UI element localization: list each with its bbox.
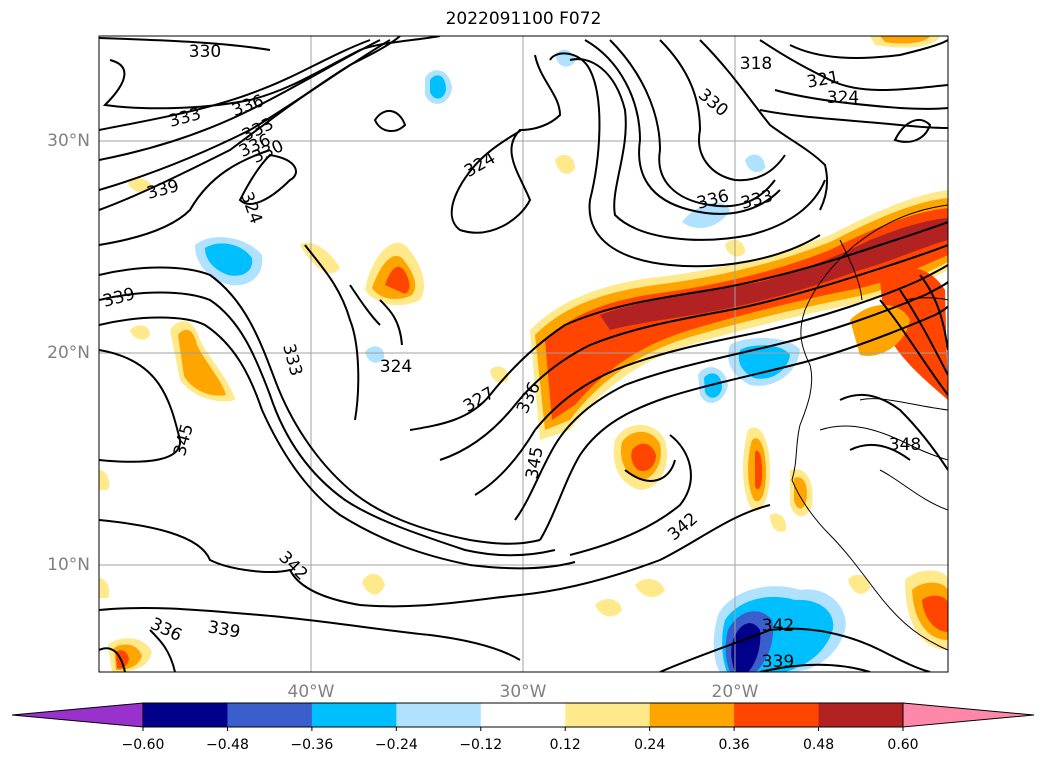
neg-cell-n4 (682, 202, 730, 229)
colorbar-segment (227, 703, 313, 727)
lat-label-10n: 10°N (47, 555, 90, 575)
colorbar-tick-label: 0.48 (802, 737, 835, 753)
colorbar-tick-label: 0.36 (718, 737, 750, 753)
contour-label-339: 339 (206, 617, 241, 642)
colorbar-tick-label: −0.24 (374, 737, 418, 753)
colorbar-tick-label: −0.60 (121, 737, 165, 753)
cell-small-9 (848, 574, 870, 594)
contour-label-342: 342 (274, 547, 311, 584)
plot-frame (98, 35, 949, 673)
neg-cell-south-core2 (731, 623, 761, 672)
colorbar-extend-low (11, 702, 144, 728)
colorbar-segment (565, 703, 651, 727)
contour-label-318: 318 (740, 54, 772, 74)
contour-label-324: 324 (380, 357, 412, 377)
lon-label-20w: 20°W (711, 682, 759, 702)
cell-small-3 (555, 154, 575, 174)
cell-small-11 (99, 578, 110, 598)
colorbar-tick-label: 0.12 (549, 737, 581, 753)
lat-label-20n: 20°N (47, 343, 90, 363)
colorbar-frame (142, 702, 904, 728)
colorbar-segment (734, 703, 820, 727)
shaded-field (99, 36, 948, 672)
contour-label-345: 345 (522, 445, 547, 480)
contour-label-348: 348 (889, 435, 921, 455)
cell-ne-top-mid (880, 36, 930, 44)
cell-small-13 (770, 513, 787, 532)
cell-small-8 (595, 598, 622, 617)
lat-label-30n: 30°N (47, 131, 90, 151)
contour-label-339: 339 (762, 652, 794, 672)
cell-small-12 (490, 366, 509, 383)
contour-label-327: 327 (460, 383, 498, 417)
neg-cell-east-mid (738, 345, 790, 379)
colorbar-segment (818, 703, 904, 727)
neg-cell-n3 (745, 154, 765, 173)
cell-sw-core (116, 650, 129, 669)
colorbar-tick-label: 0.60 (887, 737, 919, 753)
gridlines (99, 36, 948, 672)
colorbar-tick-label: −0.48 (205, 737, 249, 753)
cell-southcentral-core (631, 443, 656, 472)
cell-se-core (922, 595, 948, 632)
cell-small-10 (99, 470, 110, 490)
colorbar-segment (480, 703, 566, 727)
contours (99, 36, 948, 672)
contour-label-345: 345 (170, 422, 198, 459)
contour-label-336: 336 (147, 614, 185, 646)
cell-east-vertical-core (755, 450, 763, 490)
cell-west-mid (178, 329, 226, 396)
lon-label-30w: 30°W (499, 682, 547, 702)
neg-cell-west-mid (205, 243, 253, 276)
lon-label-40w: 40°W (287, 682, 335, 702)
cell-central-core (385, 266, 410, 294)
cell-coast-mid (794, 477, 807, 509)
positive-band-core (600, 218, 948, 330)
colorbar-extend-high (902, 702, 1035, 728)
colorbar-tick-label: 0.24 (634, 737, 666, 753)
cell-small-1 (128, 178, 152, 193)
contour-label-333: 333 (278, 342, 306, 379)
map-title: 2022091100 F072 (445, 9, 602, 29)
contour-label-324: 324 (827, 88, 859, 108)
colorbar (11, 702, 1035, 731)
neg-cell-n2 (555, 49, 575, 67)
colorbar-tick-label: −0.12 (459, 737, 503, 753)
cell-small-6 (362, 574, 385, 595)
contour-label-324: 324 (236, 189, 266, 226)
contour-label-342: 342 (762, 616, 794, 636)
cell-small-7 (635, 578, 665, 597)
contour-label-330: 330 (189, 42, 221, 62)
contour-label-333: 333 (739, 186, 776, 214)
colorbar-tick-label: −0.36 (290, 737, 334, 753)
positive-band-east (880, 267, 948, 400)
colorbar-segment (143, 703, 228, 727)
colorbar-segment (396, 703, 482, 727)
neg-cell-n5 (365, 346, 385, 363)
colorbar-segment (649, 703, 735, 727)
neg-cell-north-mid (430, 75, 446, 99)
cell-small-4 (130, 325, 150, 340)
contour-label-339: 339 (145, 176, 182, 204)
contour-label-339: 339 (101, 284, 138, 312)
colorbar-segment (311, 703, 397, 727)
